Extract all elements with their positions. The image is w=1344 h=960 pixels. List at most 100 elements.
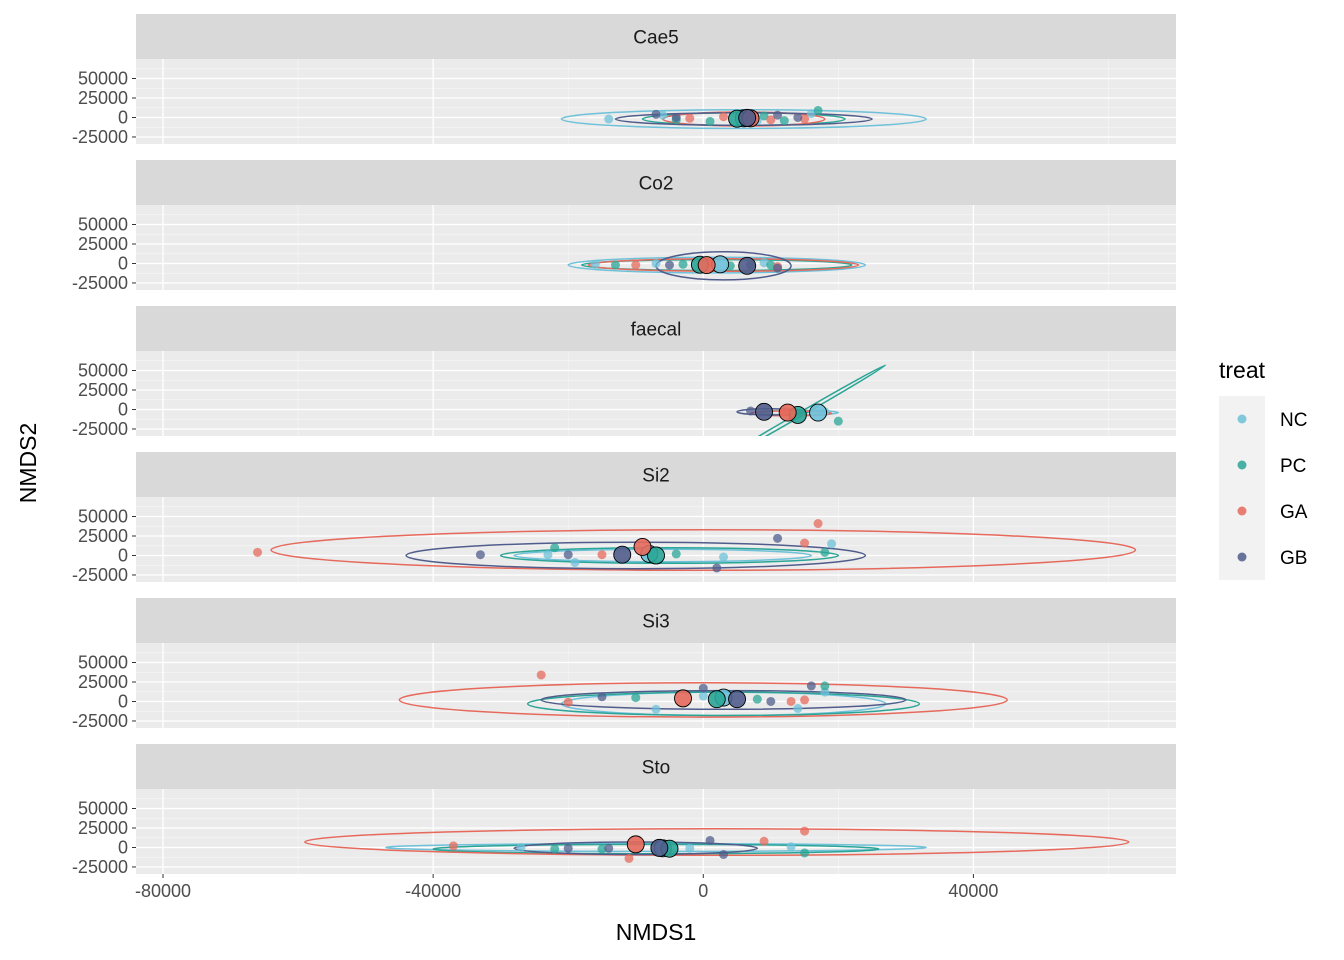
legend-key-pc <box>1237 460 1247 470</box>
point-nc <box>651 258 661 268</box>
point-ga <box>631 260 641 270</box>
y-tick-label: -25000 <box>72 273 128 293</box>
point-pc <box>820 681 830 691</box>
point-pc <box>597 844 607 854</box>
centroid-gb <box>728 690 746 709</box>
y-tick-label: 50000 <box>78 68 128 88</box>
y-tick-label: 25000 <box>78 818 128 838</box>
facet-strip-label: Si3 <box>642 612 669 633</box>
panel-background <box>136 497 1176 582</box>
point-ga <box>448 841 458 851</box>
legend-key-background <box>1219 396 1265 580</box>
point-pc <box>779 116 789 126</box>
point-ga <box>759 836 769 846</box>
point-pc <box>800 848 810 858</box>
y-axis-title: NMDS2 <box>15 423 41 504</box>
centroid-gb <box>738 108 757 127</box>
y-tick-label: 0 <box>118 691 128 711</box>
facet-panels: Cae5-2500002500050000Co2-250000250005000… <box>72 14 1176 901</box>
point-gb <box>773 533 783 543</box>
point-nc <box>570 558 580 568</box>
y-tick-label: 25000 <box>78 672 128 692</box>
legend-label-ga: GA <box>1280 502 1308 523</box>
ellipse-ga <box>270 529 1137 572</box>
y-tick-label: 0 <box>118 253 128 273</box>
centroid-ga <box>778 403 797 422</box>
point-nc <box>651 704 661 714</box>
point-pc <box>631 693 641 703</box>
centroid-ga <box>626 835 645 854</box>
facet-strip <box>136 598 1176 643</box>
y-tick-label: -25000 <box>72 565 128 585</box>
facet-strip <box>136 452 1176 497</box>
point-nc <box>820 687 830 697</box>
point-pc <box>550 844 560 854</box>
centroid-nc <box>809 403 828 422</box>
panel-background <box>136 351 1176 436</box>
point-nc <box>543 550 553 560</box>
point-nc <box>793 704 803 714</box>
ellipse-ga <box>304 828 1130 857</box>
panel-background <box>136 789 1176 874</box>
ellipse-nc <box>513 548 813 563</box>
panel-data-layer <box>709 364 887 436</box>
centroid-ga <box>674 689 692 708</box>
centroid-ga <box>633 537 652 556</box>
facet-strip <box>136 306 1176 351</box>
panel-background <box>136 205 1176 290</box>
legend-title: treat <box>1219 357 1266 383</box>
legend-key-ga <box>1237 506 1247 516</box>
facet-strip-label: Co2 <box>639 174 674 195</box>
point-ga <box>800 695 810 705</box>
centroid-gb <box>738 256 757 275</box>
point-gb <box>766 696 776 706</box>
x-tick-label: 40000 <box>948 881 998 901</box>
x-tick-label: 0 <box>698 881 708 901</box>
point-pc <box>671 549 681 559</box>
centroid-gb <box>613 545 632 564</box>
panel-data-layer <box>253 519 1137 573</box>
point-ga <box>766 115 776 125</box>
y-tick-label: 50000 <box>78 214 128 234</box>
point-gb <box>773 263 783 273</box>
y-tick-label: -25000 <box>72 857 128 877</box>
point-pc <box>678 259 688 269</box>
point-pc <box>759 111 769 121</box>
point-pc <box>705 116 715 126</box>
point-ga <box>624 853 634 863</box>
point-ga <box>685 113 695 123</box>
panel-data-layer <box>567 251 867 281</box>
point-gb <box>746 406 756 416</box>
y-tick-label: 50000 <box>78 652 128 672</box>
point-pc <box>752 694 762 704</box>
y-tick-label: -25000 <box>72 127 128 147</box>
facet-strip-label: Cae5 <box>633 28 678 49</box>
y-tick-label: 25000 <box>78 526 128 546</box>
point-pc <box>610 260 620 270</box>
facet-strip-label: Sto <box>642 758 671 779</box>
legend-key-nc <box>1237 414 1247 424</box>
y-tick-label: 25000 <box>78 380 128 400</box>
point-nc <box>786 842 796 852</box>
facet-strip <box>136 160 1176 205</box>
point-nc <box>827 539 837 549</box>
point-gb <box>793 112 803 122</box>
point-pc <box>820 547 830 557</box>
point-ga <box>800 538 810 548</box>
point-ga <box>597 550 607 560</box>
panel-background <box>136 59 1176 144</box>
x-tick-label: -80000 <box>135 881 191 901</box>
point-gb <box>563 843 573 853</box>
y-tick-label: 25000 <box>78 234 128 254</box>
facet-strip-label: Si2 <box>642 466 669 487</box>
y-tick-label: 50000 <box>78 798 128 818</box>
y-tick-label: 50000 <box>78 360 128 380</box>
point-gb <box>719 850 729 860</box>
facet-strip <box>136 744 1176 789</box>
point-gb <box>563 550 573 560</box>
